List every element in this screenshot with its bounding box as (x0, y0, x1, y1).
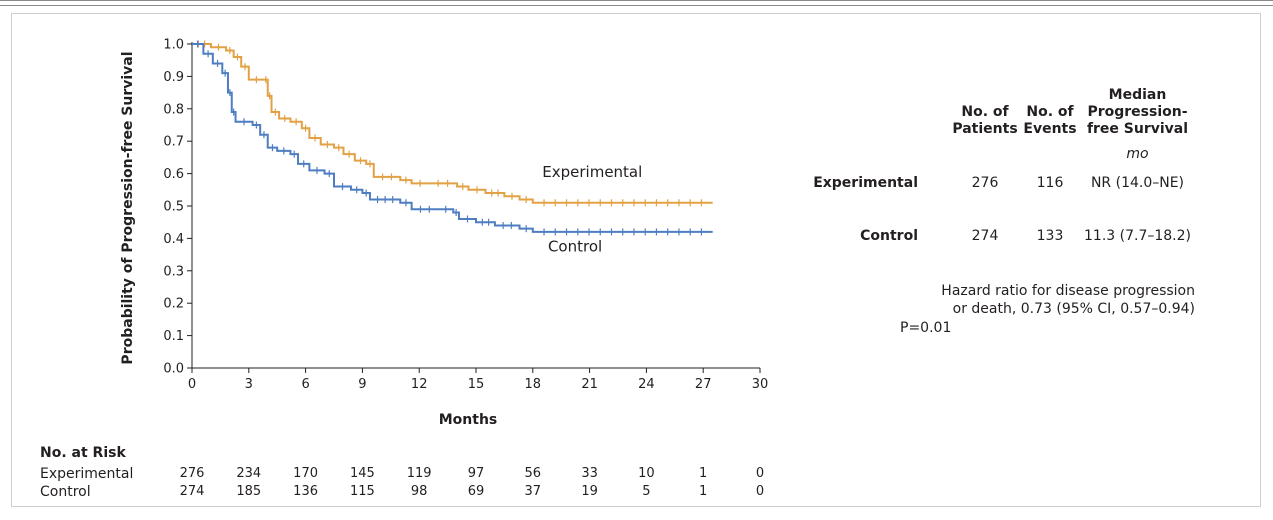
at-risk-value-control: 185 (236, 484, 262, 499)
at-risk-title: No. at Risk (40, 445, 126, 461)
y-tick-label: 0.8 (163, 102, 184, 117)
y-tick-label: 0.2 (163, 297, 184, 312)
header-median-line3: free Survival (1086, 121, 1189, 137)
at-risk-value-control: 0 (755, 484, 765, 499)
y-tick-label: 0.0 (163, 362, 184, 377)
at-risk-value-control: 136 (293, 484, 318, 499)
x-tick-label: 30 (752, 377, 769, 392)
cell-events-control: 133 (1036, 228, 1064, 244)
at-risk-label-control: Control (40, 484, 91, 500)
hazard-note-line1: Hazard ratio for disease progression (941, 283, 1195, 299)
figure-frame (11, 13, 1261, 507)
cell-median-control: 11.3 (7.7–18.2) (1084, 228, 1191, 244)
y-tick-label: 0.5 (163, 200, 184, 215)
x-tick-label: 3 (245, 377, 253, 392)
at-risk-value-control: 37 (524, 484, 542, 499)
at-risk-value-experimental: 145 (349, 466, 375, 481)
header-median: Median Progression- free Survival (1080, 87, 1195, 138)
header-median-line1: Median (1108, 87, 1167, 103)
cell-median-experimental: NR (14.0–NE) (1090, 175, 1185, 191)
header-patients-line1: No. of (961, 104, 1009, 120)
at-risk-value-control: 19 (581, 484, 598, 499)
x-tick-label: 24 (638, 377, 655, 392)
at-risk-value-experimental: 10 (638, 466, 655, 481)
at-risk-value-experimental: 33 (581, 466, 598, 481)
x-tick-label: 12 (411, 377, 428, 392)
series-line-control (192, 43, 713, 233)
y-tick-label: 0.7 (163, 135, 184, 150)
at-risk-value-control: 98 (410, 484, 428, 499)
cell-patients-experimental: 276 (971, 175, 999, 191)
row-label-experimental: Experimental (813, 175, 918, 191)
header-events-line2: Events (1023, 121, 1077, 137)
at-risk-value-experimental: 119 (406, 466, 432, 481)
y-tick-label: 0.4 (163, 232, 184, 247)
cell-events-experimental: 116 (1036, 175, 1064, 191)
at-risk-value-experimental: 97 (467, 466, 485, 481)
header-patients-line2: Patients (952, 121, 1018, 137)
header-events-line1: No. of (1026, 104, 1074, 120)
x-axis-title: Months (439, 412, 498, 428)
at-risk-value-control: 5 (642, 484, 651, 499)
x-tick-label: 18 (525, 377, 542, 392)
at-risk-value-experimental: 234 (236, 466, 262, 481)
x-tick-label: 21 (581, 377, 598, 392)
at-risk-value-experimental: 0 (755, 466, 765, 481)
series-line-experimental (192, 43, 713, 204)
at-risk-value-control: 274 (179, 484, 205, 499)
x-tick-label: 27 (695, 377, 712, 392)
at-risk-value-control: 1 (699, 484, 708, 499)
x-tick-label: 15 (468, 377, 485, 392)
series-annotation: Experimental (542, 163, 642, 181)
x-tick-label: 6 (301, 377, 309, 392)
at-risk-value-experimental: 1 (699, 466, 708, 481)
median-unit: mo (1126, 146, 1149, 162)
y-tick-label: 1.0 (163, 38, 184, 53)
at-risk-label-experimental: Experimental (40, 466, 134, 482)
at-risk-value-control: 115 (349, 484, 375, 499)
hazard-note: Hazard ratio for disease progression or … (900, 282, 1195, 318)
at-risk-value-experimental: 56 (524, 466, 542, 481)
at-risk-value-experimental: 276 (179, 466, 205, 481)
y-axis-title: Probability of Progression-free Survival (120, 51, 136, 364)
hazard-note-line2: or death, 0.73 (95% CI, 0.57–0.94) (952, 301, 1195, 317)
at-risk-value-control: 69 (467, 484, 485, 499)
p-value: P=0.01 (900, 320, 952, 336)
header-events: No. of Events (1010, 104, 1090, 138)
y-tick-label: 0.3 (163, 264, 184, 279)
header-patients: No. of Patients (945, 104, 1025, 138)
header-median-line2: Progression- (1087, 104, 1188, 120)
cell-patients-control: 274 (971, 228, 999, 244)
row-label-control: Control (860, 228, 918, 244)
at-risk-value-experimental: 170 (293, 466, 318, 481)
y-tick-label: 0.1 (163, 329, 184, 344)
series-annotation: Control (548, 237, 602, 255)
top-rule (0, 0, 1273, 6)
y-tick-label: 0.6 (163, 167, 184, 182)
y-tick-label: 0.9 (163, 70, 184, 85)
x-tick-label: 9 (358, 377, 366, 392)
x-tick-label: 0 (188, 377, 196, 392)
